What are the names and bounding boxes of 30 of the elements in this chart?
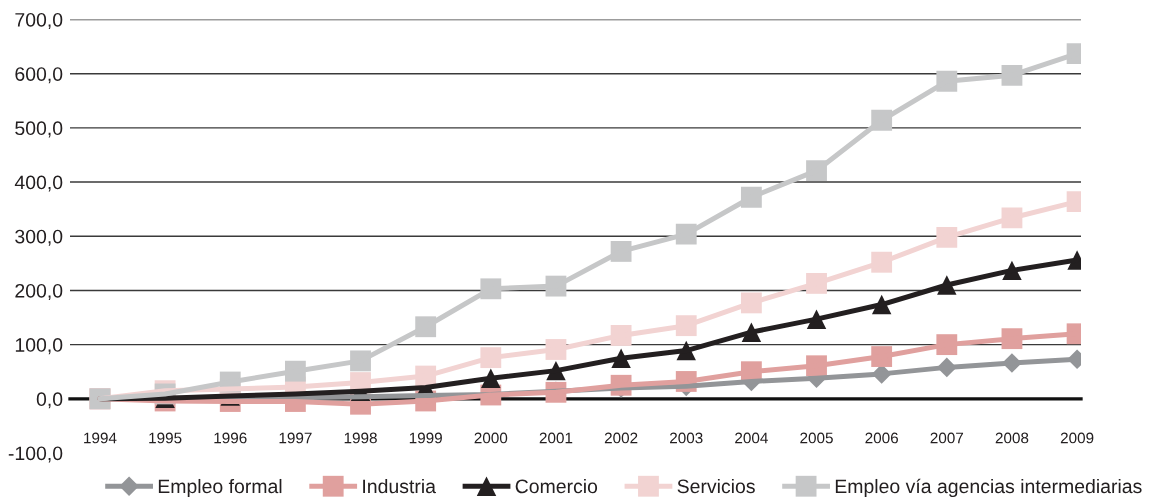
x-tick-label: 2007 xyxy=(930,432,964,444)
x-tick-label: 1998 xyxy=(344,432,377,444)
x-tick-label: 2000 xyxy=(474,432,508,444)
x-tick-label: 2006 xyxy=(865,432,898,444)
x-tick-label: 2008 xyxy=(995,432,1029,444)
y-tick-label: 200,0 xyxy=(15,283,63,300)
x-tick-label: 1995 xyxy=(149,432,182,444)
y-tick-label: 100,0 xyxy=(15,338,63,355)
legend-label: Empleo vía agencias intermediarias xyxy=(835,478,1142,498)
legend-label: Industria xyxy=(363,478,436,494)
y-tick-label: 400,0 xyxy=(14,175,63,192)
y-tick-label: 300,0 xyxy=(15,229,63,246)
y-tick-label: 600,0 xyxy=(15,67,63,84)
y-tick-label: -100,0 xyxy=(8,446,63,463)
x-tick-label: 2002 xyxy=(604,432,638,444)
legend-label: Empleo formal xyxy=(158,478,282,498)
x-tick-label: 1996 xyxy=(214,432,247,444)
x-tick-label: 2004 xyxy=(735,432,768,444)
x-tick-label: 1997 xyxy=(279,432,312,444)
y-tick-label: 500,0 xyxy=(15,121,63,138)
y-tick-label: 0,0 xyxy=(36,392,63,409)
legend-label: Servicios xyxy=(677,478,755,494)
legend-label: Comercio xyxy=(515,478,598,494)
x-tick-label: 2005 xyxy=(800,432,833,444)
x-tick-label: 1999 xyxy=(409,432,442,444)
x-tick-label: 2009 xyxy=(1060,432,1094,444)
x-tick-label: 1994 xyxy=(84,432,117,444)
x-tick-label: 2003 xyxy=(670,432,703,444)
y-tick-label: 700,0 xyxy=(15,12,63,30)
x-tick-label: 2001 xyxy=(539,432,573,444)
